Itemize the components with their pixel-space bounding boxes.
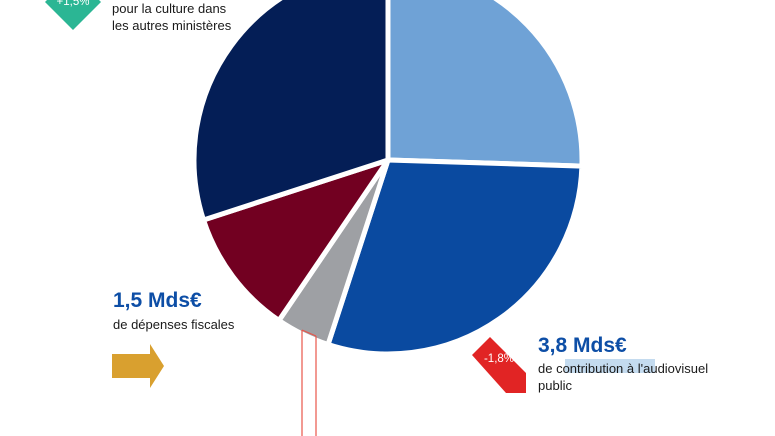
ministry-culture-label: pour la culture dans les autres ministèr…	[112, 0, 231, 34]
pie-slice-4	[200, 157, 391, 323]
diamond-shape-icon	[45, 0, 101, 30]
diamond-shape-icon	[510, 0, 550, 10]
pie-slices	[191, 0, 585, 357]
right-arrow-icon	[112, 344, 164, 388]
ministry-culture-line1: pour la culture dans	[112, 1, 227, 16]
pie-slice-1	[385, 0, 585, 169]
fiscal-amount: 1,5 Mds€	[113, 289, 202, 312]
audiovisuel-line1: de contribution à l'audiovisuel	[538, 361, 709, 376]
audiovisuel-amount: 3,8 Mds€	[538, 334, 627, 357]
decline-badge: -1,8%	[472, 337, 526, 393]
audiovisuel-description: de contribution à l'audiovisuel public	[538, 360, 708, 394]
ministry-culture-line2: les autres ministères	[112, 18, 232, 33]
pie-slice-5	[191, 0, 391, 223]
badge-label: +1,5%	[56, 0, 90, 8]
slice-leader-line	[301, 329, 317, 337]
growth-badge-right	[510, 0, 550, 10]
badge-decline-label: -1,8%	[483, 353, 515, 365]
down-arrow-badge-icon	[472, 337, 526, 393]
fiscal-arrow	[112, 344, 164, 388]
badge-diamond	[45, 0, 101, 30]
badge-decline-shape	[472, 337, 526, 393]
pie-slice-2	[325, 157, 585, 357]
fiscal-description: de dépenses fiscales	[113, 317, 235, 332]
audiovisuel-line2: public	[538, 378, 572, 393]
growth-badge: +1,5%	[45, 0, 101, 30]
text-highlight	[565, 359, 655, 373]
